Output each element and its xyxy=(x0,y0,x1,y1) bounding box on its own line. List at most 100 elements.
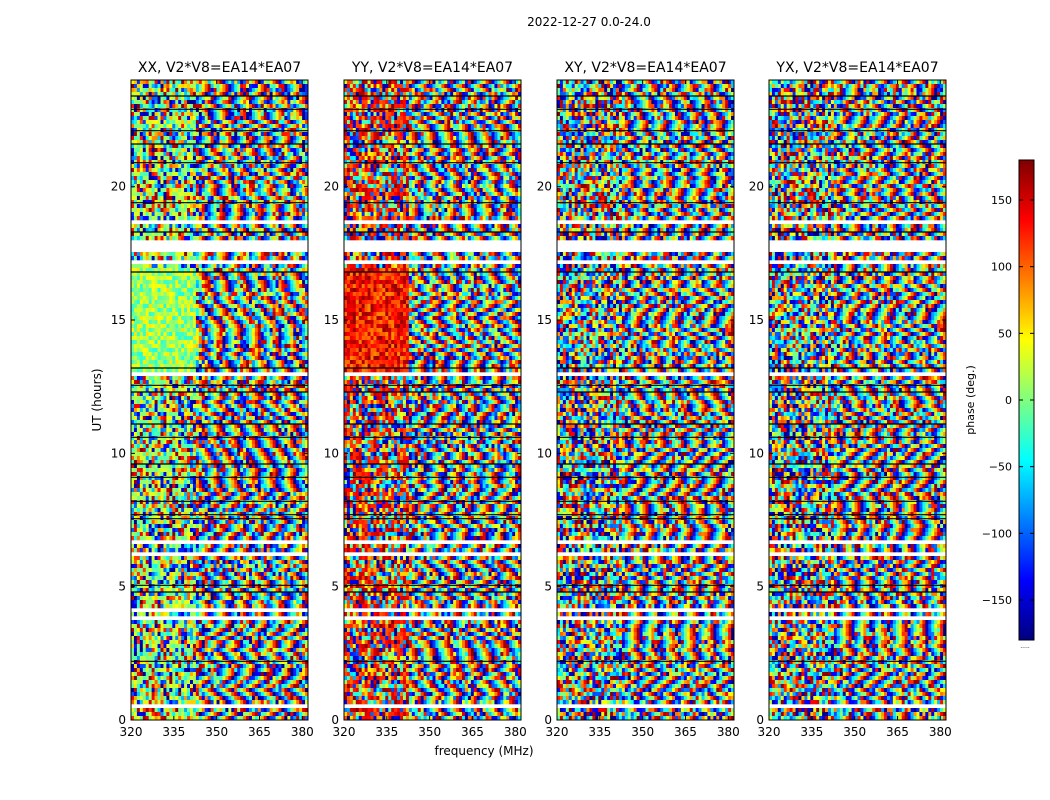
phase-cell xyxy=(192,352,197,357)
phase-cell xyxy=(305,212,308,217)
phase-cell xyxy=(240,136,244,141)
phase-cell xyxy=(287,176,291,181)
phase-cell xyxy=(213,316,217,321)
phase-cell xyxy=(131,192,135,197)
phase-cell xyxy=(181,112,185,117)
phase-cell xyxy=(145,336,149,341)
phase-cell xyxy=(287,340,291,345)
phase-cell xyxy=(296,112,300,117)
phase-cell xyxy=(302,232,306,237)
phase-cell xyxy=(172,368,176,373)
phase-cell xyxy=(136,196,141,201)
phase-cell xyxy=(195,152,200,157)
phase-cell xyxy=(246,304,250,309)
phase-cell xyxy=(198,416,203,421)
phase-cell xyxy=(246,224,250,229)
phase-cell xyxy=(169,384,173,389)
phase-cell xyxy=(131,316,135,321)
phase-cell xyxy=(249,312,253,317)
phase-cell xyxy=(269,424,273,429)
phase-cell xyxy=(287,432,291,437)
phase-cell xyxy=(148,164,152,169)
phase-cell xyxy=(178,368,182,373)
phase-cell xyxy=(243,420,247,425)
phase-cell xyxy=(266,84,270,89)
phase-cell xyxy=(272,412,276,417)
phase-cell xyxy=(160,84,164,89)
phase-cell xyxy=(201,188,206,193)
phase-cell xyxy=(237,424,241,429)
phase-cell xyxy=(249,152,253,157)
phase-cell xyxy=(175,392,179,397)
phase-cell xyxy=(272,404,276,409)
phase-cell xyxy=(163,156,167,161)
phase-cell xyxy=(178,280,182,285)
phase-cell xyxy=(207,324,211,329)
phase-cell xyxy=(184,208,188,213)
phase-cell xyxy=(201,208,206,213)
phase-cell xyxy=(195,176,200,181)
phase-cell xyxy=(216,424,220,429)
phase-cell xyxy=(151,408,155,413)
phase-cell xyxy=(260,228,265,233)
phase-cell xyxy=(281,416,285,421)
phase-cell xyxy=(154,232,158,237)
phase-cell xyxy=(175,140,179,145)
phase-cell xyxy=(139,296,144,301)
phase-cell xyxy=(201,204,206,209)
phase-cell xyxy=(195,268,200,273)
phase-cell xyxy=(213,80,217,85)
phase-cell xyxy=(240,96,244,101)
phase-cell xyxy=(290,356,294,361)
phase-cell xyxy=(154,280,158,285)
phase-cell xyxy=(257,88,262,93)
phase-cell xyxy=(163,176,167,181)
phase-cell xyxy=(133,232,138,237)
phase-cell xyxy=(296,144,300,149)
phase-cell xyxy=(216,88,220,93)
phase-cell xyxy=(249,136,253,141)
phase-cell xyxy=(154,188,158,193)
phase-cell xyxy=(234,380,238,385)
phase-cell xyxy=(198,152,203,157)
phase-cell xyxy=(263,100,267,105)
phase-cell xyxy=(163,352,167,357)
phase-cell xyxy=(293,320,297,325)
phase-cell xyxy=(272,376,276,381)
phase-cell xyxy=(257,336,262,341)
phase-cell xyxy=(240,268,244,273)
phase-cell xyxy=(302,176,306,181)
phase-cell xyxy=(272,88,276,93)
phase-cell xyxy=(225,344,229,349)
phase-cell xyxy=(175,136,179,141)
phase-cell xyxy=(257,392,262,397)
phase-cell xyxy=(249,428,253,433)
phase-cell xyxy=(154,432,158,437)
phase-cell xyxy=(184,344,188,349)
phase-cell xyxy=(142,180,147,185)
phase-cell xyxy=(231,236,235,241)
phase-cell xyxy=(184,112,188,117)
phase-cell xyxy=(139,396,144,401)
phase-cell xyxy=(192,376,197,381)
phase-cell xyxy=(240,412,244,417)
phase-cell xyxy=(263,396,267,401)
phase-cell xyxy=(275,268,279,273)
phase-cell xyxy=(190,108,194,113)
phase-cell xyxy=(269,268,273,273)
phase-cell xyxy=(178,96,182,101)
phase-cell xyxy=(181,256,185,261)
phase-cell xyxy=(139,256,144,261)
phase-cell xyxy=(240,320,244,325)
phase-cell xyxy=(240,344,244,349)
phase-cell xyxy=(198,256,203,261)
phase-cell xyxy=(225,376,229,381)
phase-cell xyxy=(204,336,208,341)
phase-cell xyxy=(204,264,208,269)
phase-cell xyxy=(198,176,203,181)
phase-cell xyxy=(204,208,208,213)
phase-cell xyxy=(172,120,176,125)
phase-cell xyxy=(190,188,194,193)
phase-cell xyxy=(160,192,164,197)
phase-cell xyxy=(136,316,141,321)
